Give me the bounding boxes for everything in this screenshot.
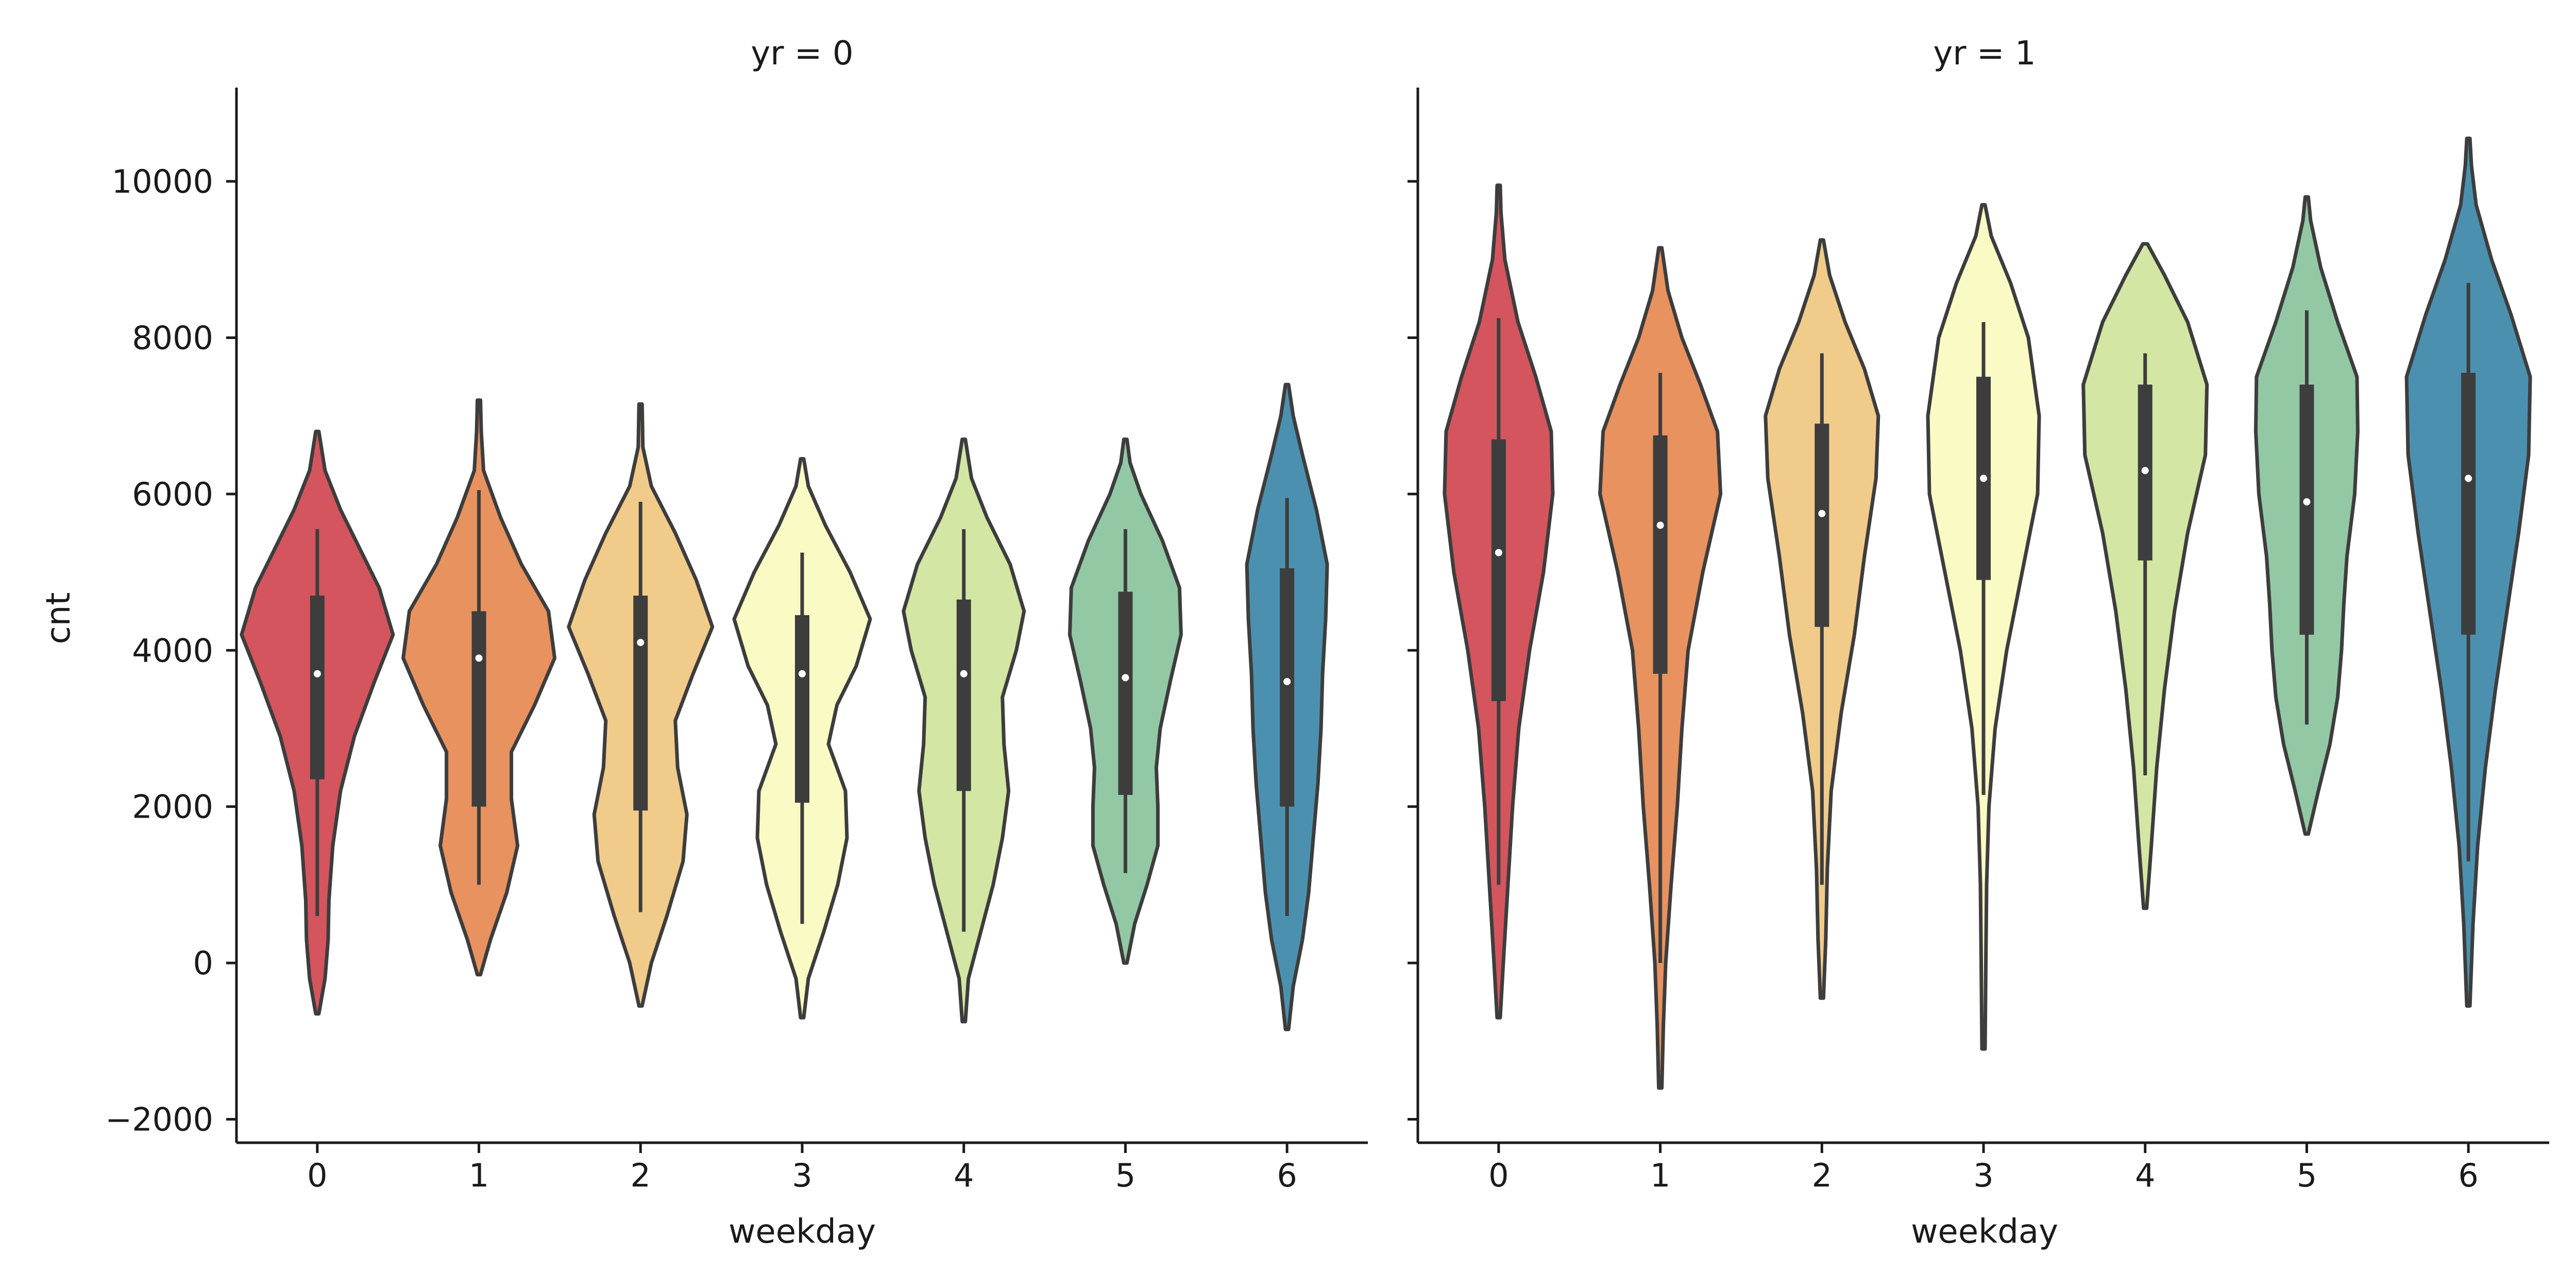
- violin-iqr-box-yr0-day4: [956, 599, 971, 791]
- panel-yr-0: yr = 0 0 1 2 3 4 5 6 −2000 0 2000 4000 6000 8000 100…: [40, 35, 1368, 1251]
- violin-median-yr0-day0: [313, 670, 321, 677]
- violin-iqr-box-yr0-day3: [795, 615, 809, 803]
- violin-median-yr1-day4: [2141, 467, 2149, 474]
- x-axis-label-yr-0: weekday: [728, 1213, 876, 1251]
- x-tick-label-yr0-3: 3: [792, 1157, 812, 1194]
- x-ticks-yr-0: 0 1 2 3 4 5 6: [307, 1143, 1297, 1194]
- violin-median-yr1-day2: [1818, 510, 1826, 517]
- y-ticks-yr-0: −2000 0 2000 4000 6000 8000 10000: [105, 163, 236, 1138]
- violin-median-yr0-day5: [1122, 674, 1129, 682]
- y-ticks-yr-1: [1408, 180, 1418, 1121]
- violin-iqr-box-yr1-day1: [1653, 435, 1668, 674]
- x-tick-label-yr1-4: 4: [2135, 1157, 2155, 1194]
- violin-iqr-box-yr0-day5: [1118, 591, 1133, 795]
- y-axis-label: cnt: [40, 592, 78, 645]
- x-tick-label-yr0-2: 2: [631, 1157, 651, 1194]
- y-tick-label-0: 0: [193, 944, 213, 982]
- x-tick-label-yr0-1: 1: [469, 1157, 489, 1194]
- x-tick-label-yr1-0: 0: [1488, 1157, 1509, 1194]
- violin-iqr-box-yr1-day2: [1815, 423, 1829, 627]
- violin-layer-yr-1: [1443, 137, 2532, 1090]
- violin-median-yr1-day6: [2465, 474, 2472, 482]
- x-tick-label-yr0-5: 5: [1115, 1157, 1136, 1194]
- x-ticks-yr-1: 0 1 2 3 4 5 6: [1488, 1143, 2479, 1194]
- violin-layer-yr-0: [240, 383, 1329, 1031]
- x-tick-label-yr1-2: 2: [1812, 1157, 1832, 1194]
- violin-median-yr1-day1: [1656, 521, 1664, 529]
- violin-iqr-box-yr1-day0: [1491, 439, 1506, 701]
- y-tick-label-4000: 4000: [132, 632, 213, 669]
- violin-iqr-box-yr0-day1: [471, 611, 486, 807]
- y-tick-label-8000: 8000: [132, 319, 213, 357]
- y-tick-label-2000: 2000: [132, 788, 213, 826]
- panel-title-yr-1: yr = 1: [1933, 35, 2036, 73]
- violin-median-yr1-day0: [1495, 549, 1502, 556]
- violin-median-yr0-day2: [637, 639, 645, 647]
- x-tick-label-yr1-3: 3: [1973, 1157, 1993, 1194]
- violin-median-yr0-day6: [1283, 677, 1291, 685]
- violin-iqr-box-yr1-day5: [2299, 384, 2314, 635]
- x-axis-label-yr-1: weekday: [1911, 1213, 2058, 1251]
- y-tick-label-10000: 10000: [112, 163, 213, 200]
- violin-iqr-box-yr0-day2: [633, 596, 648, 811]
- x-tick-label-yr1-5: 5: [2297, 1157, 2317, 1194]
- x-tick-label-yr0-6: 6: [1277, 1157, 1297, 1194]
- violin-median-yr0-day4: [960, 670, 968, 677]
- x-tick-label-yr1-6: 6: [2458, 1157, 2478, 1194]
- y-tick-label--2000: −2000: [105, 1100, 213, 1138]
- violin-median-yr0-day1: [475, 654, 483, 662]
- x-tick-label-yr0-4: 4: [954, 1157, 974, 1194]
- violin-median-yr0-day3: [799, 670, 806, 677]
- violin-iqr-box-yr0-day0: [310, 596, 325, 779]
- violin-median-yr1-day3: [1980, 474, 1987, 482]
- violin-median-yr1-day5: [2303, 498, 2311, 506]
- violin-iqr-box-yr1-day6: [2461, 372, 2476, 635]
- y-tick-label-6000: 6000: [132, 476, 213, 513]
- panel-yr-1: yr = 1 0 1 2 3 4 5 6 weekday: [1408, 35, 2549, 1251]
- panel-title-yr-0: yr = 0: [751, 35, 853, 73]
- x-tick-label-yr0-0: 0: [307, 1157, 327, 1194]
- violin-iqr-box-yr0-day6: [1280, 568, 1295, 807]
- x-tick-label-yr1-1: 1: [1650, 1157, 1670, 1194]
